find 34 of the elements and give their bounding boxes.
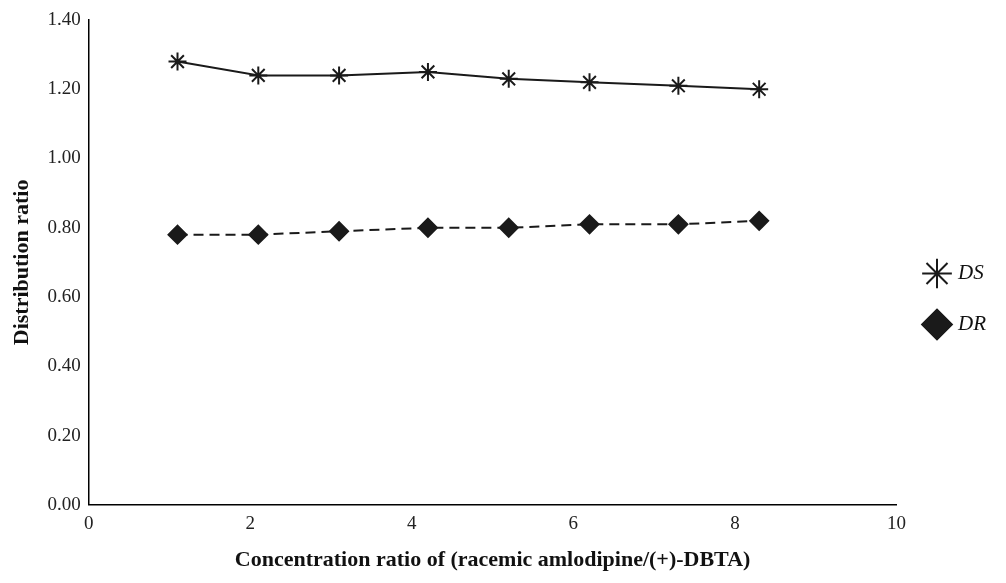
x-tick-label: 8	[730, 512, 740, 534]
y-tick-label: 0.60	[47, 285, 81, 307]
x-tick-label: 6	[568, 512, 579, 534]
x-tick-label: 10	[887, 512, 907, 534]
point	[498, 217, 519, 238]
point	[417, 61, 438, 82]
x-axis-title: Concentration ratio of (racemic amlodipine/(+)-DBTA)	[234, 546, 751, 572]
x-tick-label: 0	[83, 512, 94, 534]
point	[579, 72, 600, 93]
y-tick-label: 0.00	[47, 492, 81, 514]
point	[417, 217, 438, 238]
y-axis-title: Distribution ratio	[7, 179, 33, 346]
point	[167, 224, 188, 245]
legend-label: DR	[957, 311, 987, 336]
x-tick-label: 4	[407, 512, 418, 534]
point	[329, 65, 350, 86]
x-tick-label: 2	[245, 512, 255, 534]
point	[167, 51, 188, 72]
point	[749, 79, 770, 100]
point	[579, 214, 600, 235]
point	[749, 210, 770, 231]
point	[498, 68, 519, 89]
y-tick-label: 1.40	[47, 7, 81, 29]
legend-label: DS	[957, 260, 985, 285]
point	[329, 221, 350, 242]
point	[668, 75, 689, 96]
y-tick-label: 0.20	[47, 423, 81, 445]
point	[668, 214, 689, 235]
y-tick-label: 1.00	[47, 146, 81, 168]
y-tick-label: 0.40	[47, 354, 81, 376]
y-tick-label: 0.80	[47, 215, 81, 237]
point	[248, 224, 269, 245]
y-tick-label: 1.20	[47, 77, 81, 99]
point	[248, 65, 269, 86]
